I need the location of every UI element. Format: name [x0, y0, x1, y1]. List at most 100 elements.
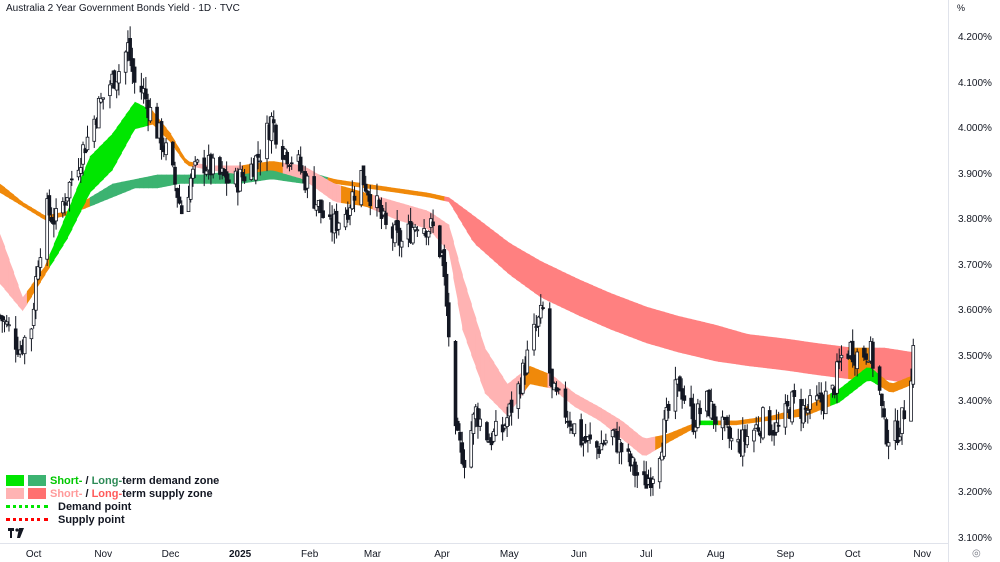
candle-down — [785, 400, 790, 407]
candle-down — [175, 188, 180, 198]
band-slice — [816, 343, 822, 376]
band-slice — [260, 170, 266, 181]
band-slice — [780, 338, 786, 371]
band-slice — [341, 180, 347, 186]
candle-down — [877, 366, 882, 391]
candle-down — [601, 442, 606, 445]
candle-down — [438, 225, 442, 258]
band-slice — [345, 186, 351, 205]
band-slice — [76, 178, 82, 221]
candle-down — [130, 58, 135, 72]
band-slice — [700, 420, 706, 426]
band-slice — [731, 329, 737, 365]
band-slice — [659, 310, 665, 349]
candle-down — [633, 461, 637, 476]
x-tick-label: Apr — [434, 549, 450, 560]
band-slice — [197, 174, 203, 184]
candle-down — [550, 368, 554, 388]
band-slice — [399, 202, 405, 223]
x-tick-label: 2025 — [228, 549, 252, 560]
band-slice — [444, 221, 450, 253]
candle-up — [337, 222, 341, 230]
band-slice — [80, 167, 86, 212]
band-slice — [4, 187, 10, 199]
band-slice — [363, 192, 369, 208]
candle-down — [547, 308, 552, 374]
band-slice — [686, 317, 692, 356]
candle-up — [532, 323, 536, 351]
band-slice — [475, 217, 481, 249]
candle-down — [678, 376, 682, 392]
candle-up — [909, 380, 913, 422]
legend-supply-rest: term supply zone — [122, 487, 213, 500]
band-slice — [354, 189, 360, 206]
band-slice — [776, 337, 782, 370]
band-slice — [888, 382, 894, 393]
candle-down — [850, 340, 855, 363]
candle-up — [4, 321, 9, 325]
band-slice — [62, 211, 68, 246]
candle-down — [698, 407, 702, 415]
legend-demand-point-label: Demand point — [58, 500, 132, 513]
band-slice — [0, 233, 6, 290]
band-slice — [67, 200, 73, 239]
candle-down — [711, 403, 716, 421]
band-slice — [673, 314, 679, 353]
band-slice — [116, 181, 122, 196]
band-slice — [466, 289, 472, 355]
band-slice — [354, 182, 360, 188]
candle-down — [397, 227, 402, 246]
candle-down — [446, 302, 451, 338]
band-slice — [812, 400, 818, 414]
band-slice — [462, 207, 468, 232]
band-slice — [408, 189, 414, 196]
candle-down — [298, 156, 303, 172]
candle-up — [835, 361, 839, 394]
band-slice — [709, 420, 715, 426]
band-slice — [475, 318, 481, 381]
candle-down — [47, 195, 52, 216]
candle-up — [38, 257, 43, 268]
candle-up — [411, 227, 415, 244]
band-slice — [103, 186, 109, 202]
band-slice — [601, 289, 607, 328]
legend-supply-short: Short- — [50, 487, 83, 500]
x-tick-label: Oct — [25, 549, 42, 560]
chart-plot-area[interactable] — [0, 0, 948, 543]
candle-up — [78, 167, 83, 174]
band-slice — [623, 298, 629, 337]
candle-up — [54, 208, 58, 222]
candle-down — [880, 393, 884, 406]
band-slice — [399, 188, 405, 194]
tradingview-logo-icon[interactable] — [8, 528, 24, 541]
band-slice — [318, 174, 324, 194]
y-tick-label: 3.900% — [958, 168, 992, 180]
legend: Short- / Long-term demand zone Short- / … — [6, 474, 219, 526]
candle-down — [595, 441, 599, 448]
band-slice — [884, 347, 890, 381]
band-slice — [605, 291, 611, 330]
band-slice — [888, 348, 894, 381]
candle-up — [491, 431, 496, 442]
band-slice — [58, 211, 64, 218]
candle-up — [774, 422, 779, 433]
candle-up — [808, 395, 812, 410]
band-slice — [700, 321, 706, 359]
x-tick-label: Aug — [706, 549, 725, 560]
x-tick-label: Jul — [639, 549, 653, 560]
band-slice — [385, 198, 392, 218]
candle-up — [525, 349, 530, 374]
candle-down — [819, 392, 824, 403]
candle-down — [334, 210, 339, 231]
band-slice — [98, 189, 104, 203]
band-slice — [592, 285, 598, 324]
candle-up — [886, 442, 891, 447]
band-slice — [457, 204, 463, 225]
y-axis-divider — [948, 0, 949, 562]
settings-gear-icon[interactable]: ◎ — [972, 548, 981, 559]
band-slice — [125, 108, 131, 146]
candle-down — [377, 199, 382, 209]
band-slice — [273, 161, 279, 173]
band-slice — [4, 246, 10, 295]
candle-down — [274, 124, 278, 145]
